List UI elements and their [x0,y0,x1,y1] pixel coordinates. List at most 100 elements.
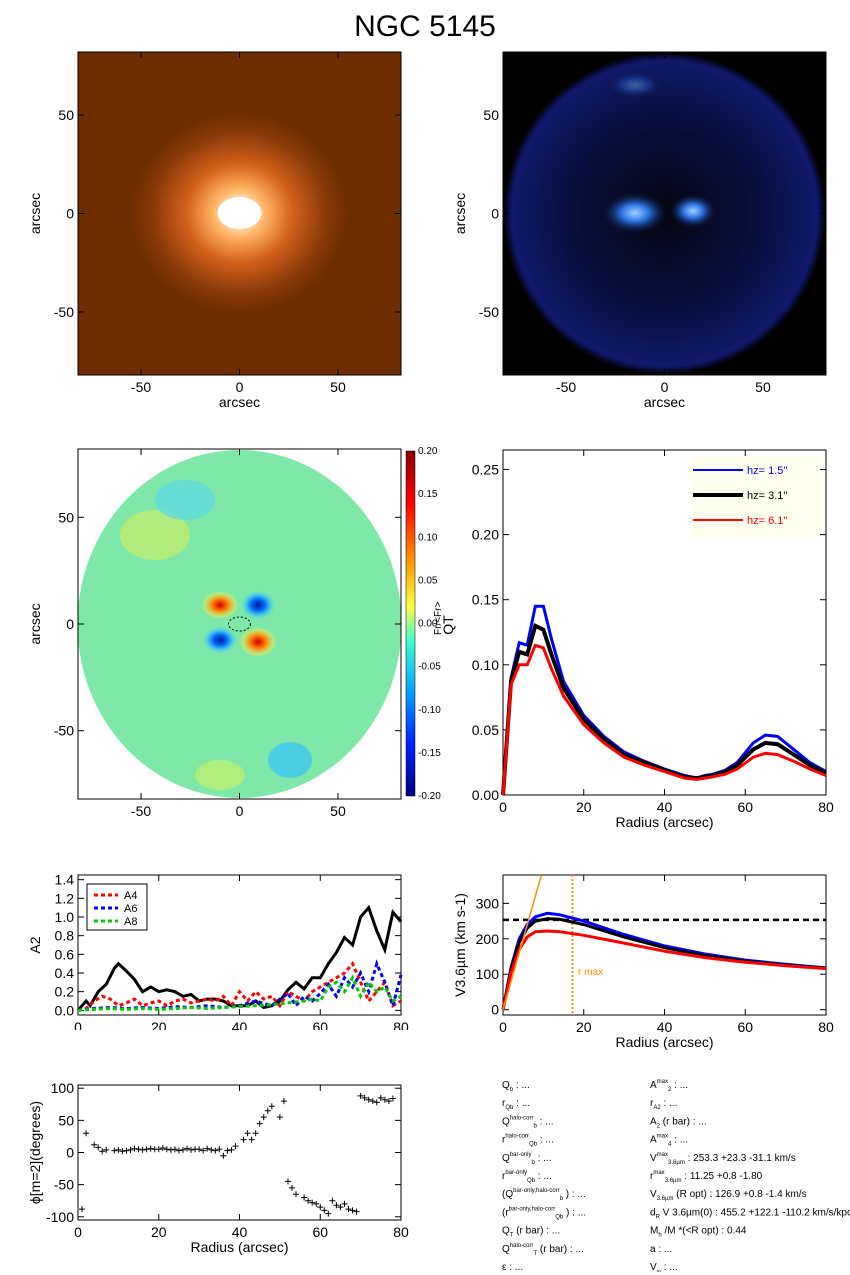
param-subscript: Qb [529,1142,538,1148]
param-subscript: b [510,1087,514,1093]
param-value: (r bar) : ... [537,1244,584,1255]
y-tick-label: 0 [491,1002,499,1018]
x-tick-label: 80 [818,1019,834,1035]
param-value: : 11.25 +0.8 -1.80 [681,1171,762,1182]
qt-map-lobe-red-se [238,626,278,658]
phase-point [305,1197,312,1204]
param-superscript: max [653,1170,664,1176]
qt-map-lobe-cyan-2 [268,742,312,778]
param-value: V 3.6µm(0) : 455.2 +122.1 -110.2 km/s/kp… [660,1207,850,1218]
param-symbol: (Q [502,1189,513,1200]
param-row: Amax4 : ... [650,1134,688,1148]
phase-point [163,1146,170,1153]
axis-y-label: V3.6µm (km s-1) [452,893,468,997]
x-tick-label: -50 [131,379,151,395]
param-symbol: V [650,1153,657,1164]
param-value: : ... [661,1098,678,1109]
y-tick-label: 0.2 [55,984,75,1000]
qt-map-lobe-yellow-1 [120,510,190,560]
y-tick-label: 50 [58,107,74,123]
phase-point [204,1145,211,1152]
axis-x-label: Radius (arcsec) [190,1239,288,1255]
phase-point [216,1146,223,1153]
phase-point [288,1184,295,1191]
phase-point [232,1143,239,1150]
param-row: rQb : ... [502,1098,530,1111]
param-symbol: r [650,1098,654,1109]
x-tick-label: -50 [556,379,576,395]
phase-point [139,1146,146,1153]
phase-point [212,1147,219,1154]
param-subscript: b [533,1123,537,1129]
phase-point [260,1114,267,1121]
param-symbol: A [650,1116,657,1127]
phase-point [208,1146,215,1153]
param-row: rmax3.6µm : 11.25 +0.8 -1.80 [650,1170,763,1184]
phase-point [147,1145,154,1152]
phase-point [353,1208,360,1215]
x-tick-label: 40 [657,799,673,815]
phase-point [317,1204,324,1211]
param-symbol: Q [502,1226,510,1237]
y-tick-label: 50 [483,107,499,123]
param-superscript: max [657,1079,668,1085]
colorbar-tick-label: 0.00 [418,619,438,630]
x-tick-label: 0 [499,1019,507,1035]
y-tick-label: 200 [476,931,500,947]
series-line-2 [77,959,403,1012]
phase-point [337,1204,344,1211]
param-subscript: Qb [555,1214,564,1220]
param-subscript: 2 [668,1087,672,1093]
phase-point [345,1206,352,1213]
param-row: Qbar-only b : ... [502,1152,551,1166]
param-superscript: max [657,1134,668,1140]
phase-point [341,1200,348,1207]
axis-y-label: ϕ[m=2](degrees) [27,1101,43,1204]
y-tick-label: -50 [54,1177,74,1193]
param-row: ε : ... [502,1262,523,1272]
bar-residual-left [600,191,670,235]
y-tick-label: 50 [58,1112,74,1128]
phase-point [264,1107,271,1114]
param-value: (r bar) : ... [660,1116,707,1127]
x-tick-label: 20 [151,1224,167,1240]
phase-point [155,1146,162,1153]
param-row: (rbar-only,halo-corr Qb ) : ... [502,1206,586,1220]
x-tick-label: 60 [737,1019,753,1035]
phase-point [268,1103,275,1110]
phase-point [220,1152,227,1159]
panel-fourier-amplitudes: 0 20 40 60 80 0.0 0.2 0.4 0.6 0.8 1.0 1.2 1.4 A2 A4A6… [27,872,409,1030]
phase-point [389,1095,396,1102]
series-line-2 [501,929,827,1011]
phase-point [224,1147,231,1154]
phase-point [200,1147,207,1154]
series-line-1 [77,960,402,1012]
y-tick-label: 100 [51,1080,75,1096]
param-value: (r bar) : ... [513,1226,560,1237]
qt-map-lobe-blue-sw [202,626,238,654]
y-tick-label: 300 [476,895,500,911]
phase-point [349,1207,356,1214]
panel-rotation-curve: 0 20 40 60 80 0 100 200 300 Radius (arcsec) V3.6µm… [452,874,834,1050]
x-tick-label: 0 [74,1224,82,1240]
param-symbol: r [502,1171,506,1182]
legend-label-2: hz= 6.1'' [747,515,788,527]
param-row: Qb : ... [502,1080,530,1093]
x-tick-label: 20 [151,1019,167,1030]
param-subscript: 3.6µm [668,1160,685,1166]
phase-point [256,1120,263,1127]
x-tick-label: 0 [499,799,507,815]
x-tick-label: 0 [74,1019,82,1030]
param-row: V3.6µm (R opt) : 126.9 +0.8 -1.4 km/s [650,1189,807,1202]
phase-point [377,1094,384,1101]
param-superscript: bar-only,halo-corr [513,1188,560,1194]
x-tick-label: 50 [330,379,346,395]
phase-point [365,1096,372,1103]
qt-map-bar-outline [228,616,251,632]
phase-point [188,1146,195,1153]
y-tick-label: 0.0 [55,1002,75,1018]
phase-point [357,1092,364,1099]
residual-patch-north [605,70,665,100]
phase-point [381,1096,388,1103]
phase-point [244,1130,251,1137]
